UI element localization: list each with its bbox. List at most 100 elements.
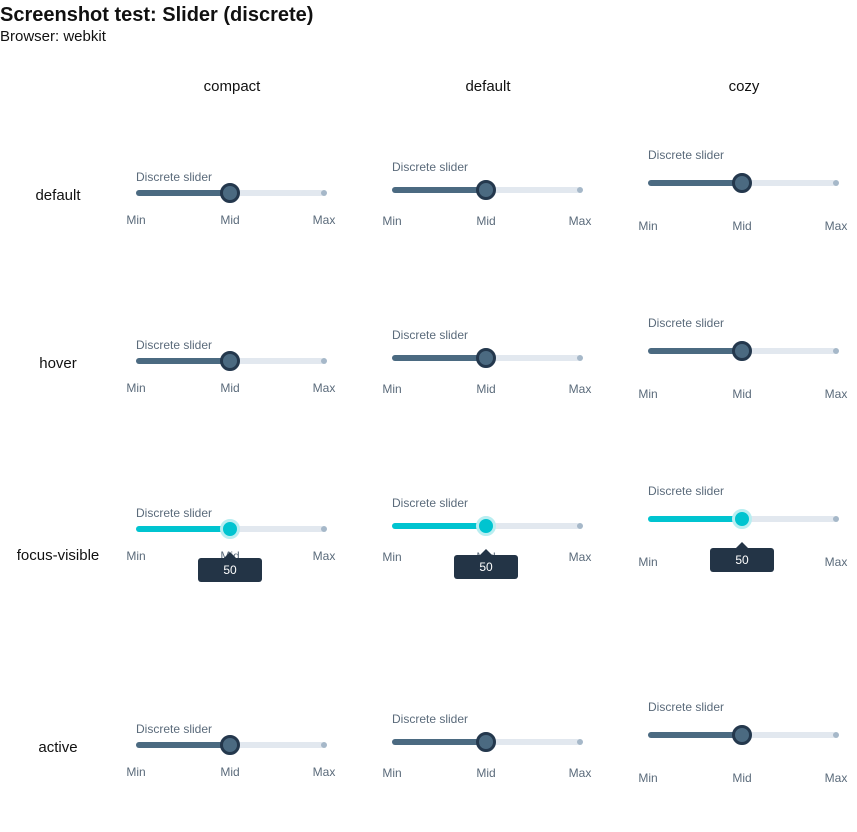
slider-max-tick [833,348,839,354]
slider-mark-mid: Mid [220,381,240,395]
slider-mark-max: Max [824,219,848,233]
slider-thumb[interactable] [476,516,496,536]
slider-thumb[interactable] [476,732,496,752]
column-header-cozy: cozy [728,78,760,95]
slider-fill [648,732,742,738]
slider-mark-max: Max [824,771,848,785]
slider-fill [136,526,230,532]
slider-thumb[interactable] [732,509,752,529]
slider-mark-mid: Mid [476,766,496,780]
slider-mark-max: Max [312,765,336,779]
slider-thumb[interactable] [476,348,496,368]
slider-label: Discrete slider [136,170,213,184]
column-header-default: default [465,78,511,95]
slider-mark-mid: Mid [476,382,496,396]
slider-fill [648,180,742,186]
slider-cell-focus-visible-cozy: Discrete sliderMinMidMax50 [632,484,856,616]
value-tooltip: 50 [710,542,774,572]
slider-label: Discrete slider [392,712,469,726]
slider-mark-min: Min [382,766,402,780]
value-tooltip: 50 [198,552,262,582]
slider-label: Discrete slider [392,328,469,342]
slider-mark-mid: Mid [732,219,752,233]
slider-cell-focus-visible-compact: Discrete sliderMinMidMax50 [120,496,344,616]
slider-mark-max: Max [824,555,848,569]
slider-thumb[interactable] [220,735,240,755]
slider-thumb[interactable] [476,180,496,200]
slider-cell-focus-visible-default: Discrete sliderMinMidMax50 [376,496,600,616]
slider-label: Discrete slider [648,148,725,162]
row-header-default: default [35,187,81,204]
slider-mark-min: Min [126,549,146,563]
slider-cell-hover-default: Discrete slider Min Mid Max [376,328,600,448]
slider-mark-min: Min [126,213,146,227]
slider-max-tick [833,732,839,738]
slider-thumb[interactable] [732,341,752,361]
slider-mark-mid: Mid [220,213,240,227]
slider-mark-max: Max [568,550,592,564]
column-header-compact: compact [203,78,261,95]
slider-mark-min: Min [382,214,402,228]
slider-cell-default-default: Discrete slider Min Mid Max [376,160,600,280]
slider-label: Discrete slider [136,506,213,520]
slider-max-tick [833,180,839,186]
slider-thumb[interactable] [732,725,752,745]
slider-fill [648,348,742,354]
page-subtitle: Browser: webkit [0,28,106,45]
slider-mark-mid: Mid [732,387,752,401]
slider-mark-max: Max [312,549,336,563]
slider-label: Discrete slider [648,700,725,714]
slider-mark-max: Max [568,214,592,228]
slider-cell-default-cozy: Discrete slider Min Mid Max [632,148,856,280]
slider-thumb[interactable] [220,183,240,203]
slider-fill [392,739,486,745]
slider-mark-min: Min [638,219,658,233]
slider-cell-active-compact: Discrete slider Min Mid Max [120,712,344,832]
slider-max-tick [577,355,583,361]
slider-mark-mid: Mid [220,765,240,779]
slider-thumb[interactable] [220,519,240,539]
slider-max-tick [321,358,327,364]
slider-mark-min: Min [382,550,402,564]
row-header-hover: hover [39,355,77,372]
slider-label: Discrete slider [392,496,469,510]
slider-fill [392,187,486,193]
slider-mark-min: Min [638,771,658,785]
slider-cell-active-default: Discrete slider Min Mid Max [376,712,600,832]
slider-mark-max: Max [824,387,848,401]
slider-fill [136,742,230,748]
slider-mark-mid: Mid [476,214,496,228]
slider-fill [392,355,486,361]
slider-mark-min: Min [126,765,146,779]
slider-mark-mid: Mid [732,771,752,785]
slider-cell-default-compact: Discrete slider Min Mid Max [120,160,344,280]
slider-mark-min: Min [126,381,146,395]
slider-mark-max: Max [568,766,592,780]
slider-mark-min: Min [638,555,658,569]
page-title: Screenshot test: Slider (discrete) [0,4,314,26]
row-header-focus-visible: focus-visible [16,547,100,564]
slider-fill [136,190,230,196]
slider-label: Discrete slider [392,160,469,174]
slider-label: Discrete slider [136,338,213,352]
slider-max-tick [577,187,583,193]
slider-fill [136,358,230,364]
slider-cell-hover-compact: Discrete slider Min Mid Max [120,328,344,448]
slider-max-tick [321,190,327,196]
slider-max-tick [321,526,327,532]
slider-max-tick [321,742,327,748]
slider-mark-max: Max [312,381,336,395]
slider-thumb[interactable] [220,351,240,371]
value-tooltip: 50 [454,549,518,579]
slider-mark-max: Max [312,213,336,227]
slider-mark-max: Max [568,382,592,396]
slider-fill [392,523,486,529]
slider-label: Discrete slider [648,484,725,498]
slider-cell-active-cozy: Discrete slider Min Mid Max [632,700,856,832]
slider-max-tick [577,523,583,529]
slider-fill [648,516,742,522]
slider-thumb[interactable] [732,173,752,193]
slider-mark-min: Min [638,387,658,401]
slider-label: Discrete slider [136,722,213,736]
slider-mark-min: Min [382,382,402,396]
